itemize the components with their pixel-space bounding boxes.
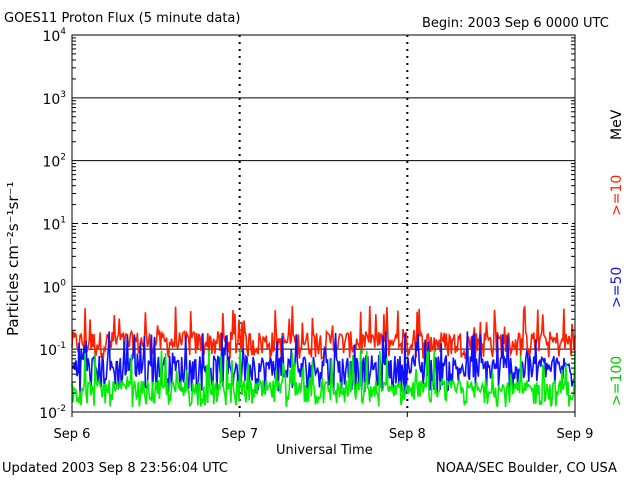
x-tick-label: Sep 7 <box>221 427 258 442</box>
chart-title: GOES11 Proton Flux (5 minute data) <box>4 11 241 26</box>
series-line-2 <box>71 349 576 408</box>
legend-ge100: >=100 <box>609 355 625 406</box>
legend-unit: MeV <box>609 109 625 140</box>
x-axis-label: Universal Time <box>276 443 373 458</box>
begin-time: Begin: 2003 Sep 6 0000 UTC <box>422 16 609 31</box>
legend-ge10: >=10 <box>609 174 625 216</box>
y-tick-label: 10-2 <box>39 404 66 422</box>
y-tick-label: 101 <box>42 216 66 234</box>
y-tick-label: 10-1 <box>39 341 66 359</box>
y-tick-label: 104 <box>42 27 66 45</box>
series-line-1 <box>71 331 576 394</box>
source-credit: NOAA/SEC Boulder, CO USA <box>436 461 617 476</box>
legend-ge50: >=50 <box>609 266 625 308</box>
updated-timestamp: Updated 2003 Sep 8 23:56:04 UTC <box>2 461 229 476</box>
x-tick-label: Sep 6 <box>54 427 91 442</box>
y-tick-label: 100 <box>42 278 66 296</box>
x-tick-label: Sep 8 <box>389 427 426 442</box>
y-tick-label: 102 <box>42 153 66 171</box>
series-line-0 <box>71 305 576 360</box>
y-axis-label: Particles cm⁻²s⁻¹sr⁻¹ <box>4 181 22 336</box>
plot-frame <box>71 34 576 413</box>
y-tick-label: 103 <box>42 90 66 108</box>
x-tick-label: Sep 9 <box>557 427 594 442</box>
